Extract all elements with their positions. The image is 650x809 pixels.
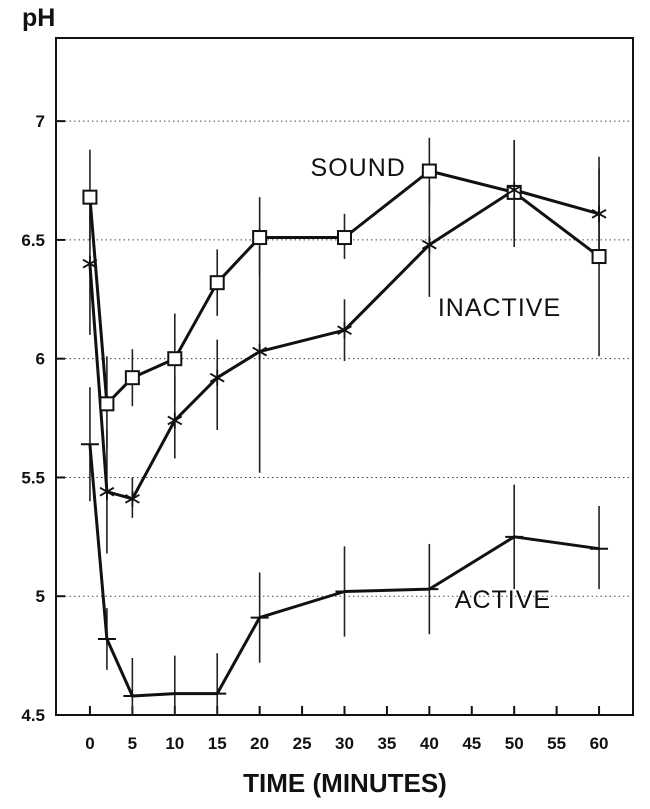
y-tick-label: 5.5 (21, 468, 45, 487)
inactive-point (421, 236, 437, 253)
inactive-point (337, 322, 352, 339)
x-tick-label: 60 (590, 734, 609, 753)
inactive-line (88, 188, 600, 501)
x-tick-label: 15 (208, 734, 227, 753)
x-tick-label: 30 (335, 734, 354, 753)
x-tick-label: 5 (128, 734, 137, 753)
inactive-point (167, 412, 183, 429)
x-tick-label: 20 (250, 734, 269, 753)
x-tick-label: 10 (165, 734, 184, 753)
x-tick-label: 45 (462, 734, 481, 753)
sound-series-label: SOUND (311, 154, 406, 182)
inactive-point (209, 369, 225, 386)
inactive-point (252, 343, 268, 360)
inactive-point (124, 490, 140, 507)
y-tick-label: 5 (36, 587, 45, 606)
sound-point (252, 230, 268, 246)
inactive-series-label: INACTIVE (438, 294, 561, 322)
y-tick-label: 6.5 (21, 231, 45, 250)
sound-line (88, 169, 601, 406)
sound-point (337, 230, 352, 246)
x-tick-label: 35 (377, 734, 396, 753)
x-axis-title: TIME (MINUTES) (243, 768, 447, 798)
inactive-point (591, 205, 607, 222)
x-tick-label: 50 (505, 734, 524, 753)
x-tick-label: 40 (420, 734, 439, 753)
inactive-point (506, 182, 522, 199)
sound-point (124, 370, 140, 386)
inactive-point (99, 483, 115, 500)
y-tick-label: 7 (36, 112, 45, 131)
sound-point (591, 249, 607, 265)
y-tick-label: 6 (36, 350, 45, 369)
x-tick-label: 0 (85, 734, 94, 753)
sound-point (167, 351, 183, 367)
x-tick-label: 55 (547, 734, 566, 753)
sound-point (82, 189, 98, 205)
active-series-label: ACTIVE (455, 586, 551, 614)
sound-point (421, 163, 437, 179)
inactive-point (82, 255, 98, 272)
y-axis-title: pH (22, 4, 55, 32)
sound-point (209, 275, 225, 291)
y-tick-label: 4.5 (21, 706, 45, 725)
sound-point (99, 396, 115, 412)
active-line (88, 444, 600, 698)
x-tick-label: 25 (293, 734, 312, 753)
